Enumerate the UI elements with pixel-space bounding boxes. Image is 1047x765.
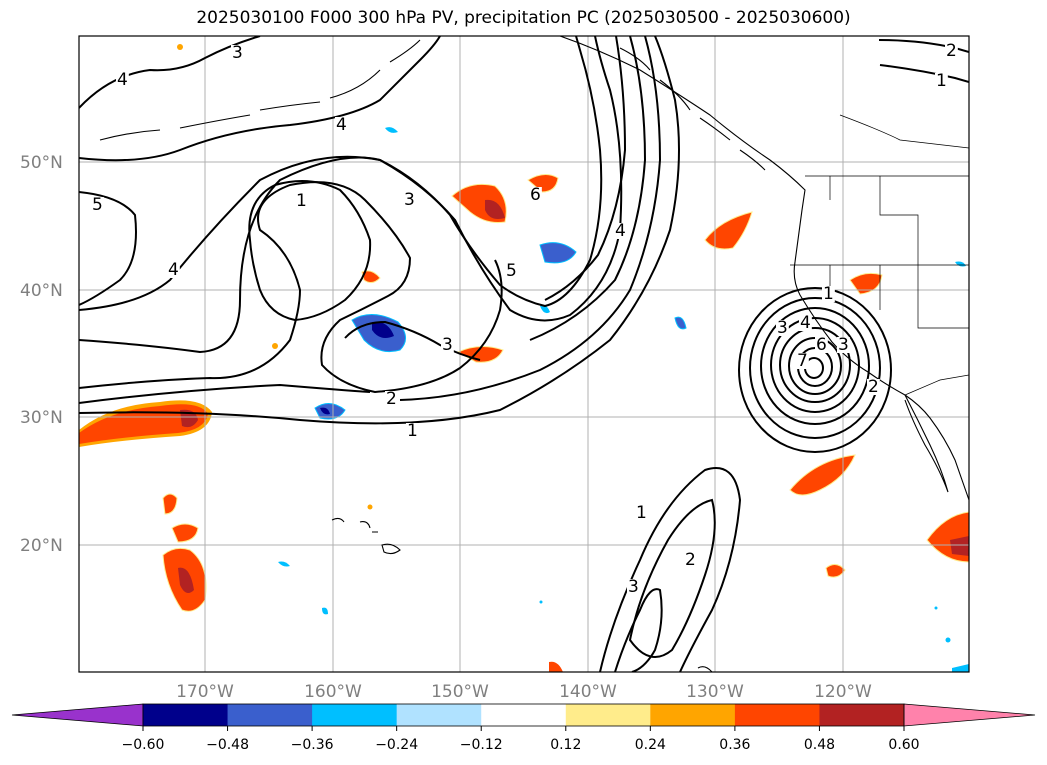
colorbar-segment [734,704,820,726]
colorbar-tick-label: −0.36 [291,737,334,753]
lon-label: 160°W [304,682,362,702]
contour-label: 1 [936,71,947,91]
colorbar-tick-label: 0.24 [635,737,666,753]
contour-label: 2 [946,41,957,61]
contour-labels: 4 3 4 5 1 3 4 5 6 4 1 3 2 1 1 3 4 6 7 3 … [91,41,958,597]
contour-label-halo [335,117,348,133]
colorbar-segment [312,704,398,726]
contour-label: 7 [797,351,808,371]
lon-label: 150°W [431,682,489,702]
colorbar-segment [396,704,482,726]
map-gridlines [79,36,969,672]
lon-label: 140°W [559,682,617,702]
lon-label: 170°W [176,682,234,702]
contour-label: 5 [92,195,103,215]
contour-label: 3 [628,577,639,597]
map-background [79,36,969,672]
contour-label: 2 [868,377,879,397]
longitude-labels: 170°W 160°W 150°W 140°W 130°W 120°W [176,682,872,702]
colorbar-segment [819,704,905,726]
colorbar-outline [142,703,905,727]
contour-label-halo [684,552,697,568]
latitude-labels: 50°N 40°N 30°N 20°N [20,153,63,556]
colorbar-segment [143,704,229,726]
contour-label: 1 [823,284,834,304]
contour-label: 4 [168,260,179,280]
contour-label: 3 [404,190,415,210]
contour-label-halo [815,337,828,353]
coastlines [99,36,969,672]
contour-label: 3 [232,43,243,63]
contour-label: 5 [506,261,517,281]
contour-label: 6 [530,185,541,205]
lat-label: 50°N [20,153,63,173]
colorbar-tick-label: 0.60 [888,737,919,753]
contour-label-halo [627,579,640,595]
colorbar-extend-low [11,703,144,727]
colorbar-tick-label: −0.48 [206,737,249,753]
colorbar-tick-label: −0.12 [460,737,503,753]
contour-label-halo [167,262,180,278]
contour-label-halo [385,391,398,407]
contour-label-halo [116,72,129,88]
political-borders [790,114,969,396]
lon-label: 130°W [686,682,744,702]
lat-label: 40°N [20,281,63,301]
contour-label: 1 [407,421,418,441]
contour-label-halo [796,353,809,369]
map-title: 2025030100 F000 300 hPa PV, precipitatio… [196,8,851,28]
contour-label-halo [776,320,789,336]
contour-label-halo [822,286,835,302]
colorbar-tick-label: −0.60 [122,737,165,753]
colorbar-segment [565,704,651,726]
contour-label: 4 [336,115,347,135]
contour-label: 4 [615,221,626,241]
contour-label-halo [91,197,104,213]
contour-label-halo [945,43,958,59]
colorbar-tick-label: 0.48 [804,737,835,753]
contour-label: 2 [386,389,397,409]
contour-label: 4 [800,313,811,333]
contour-label: 1 [636,503,647,523]
contour-label-halo [505,263,518,279]
contour-label-halo [403,192,416,208]
contour-label: 6 [816,335,827,355]
contour-label-halo [837,337,850,353]
contour-label: 3 [838,335,849,355]
lat-label: 30°N [20,408,63,428]
colorbar-segment [227,704,313,726]
lon-label: 120°W [814,682,872,702]
colorbar-extend-high [903,703,1036,727]
contour-label: 3 [777,318,788,338]
colorbar-segment [650,704,736,726]
colorbar-segment [481,704,567,726]
contour-label: 2 [685,550,696,570]
contour-label: 3 [442,335,453,355]
contour-label-halo [635,505,648,521]
contour-label-halo [406,423,419,439]
contour-label-halo [231,45,244,61]
colorbar-tick-label: 0.12 [550,737,581,753]
contour-label-halo [529,187,542,203]
contour-label-halo [935,73,948,89]
colorbar-tick-label: 0.36 [719,737,750,753]
contour-label-halo [614,223,627,239]
colorbar: −0.60 −0.48 −0.36 −0.24 −0.12 0.12 0.24 0.36 0.4… [11,703,1036,753]
contour-label: 4 [117,70,128,90]
colorbar-tick-label: −0.24 [375,737,418,753]
contour-label: 1 [296,191,307,211]
lat-label: 20°N [20,536,63,556]
contour-label-halo [799,315,812,331]
contour-label-halo [441,337,454,353]
contour-label-halo [295,193,308,209]
map-frame [78,35,970,673]
contour-label-halo [867,379,880,395]
